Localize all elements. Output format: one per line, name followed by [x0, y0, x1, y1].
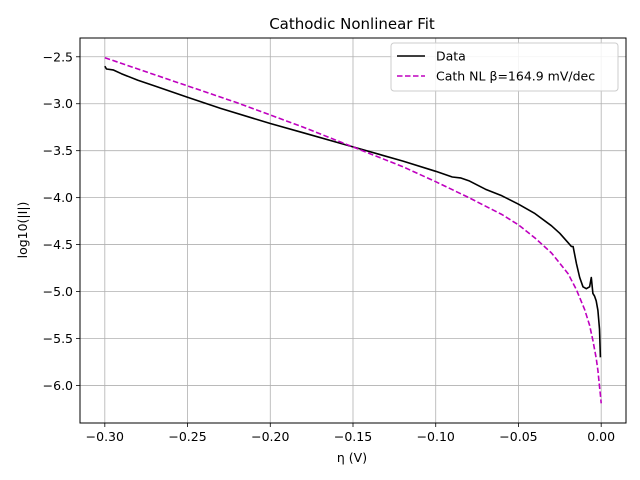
- x-tick-label: −0.10: [417, 429, 455, 444]
- chart-title: Cathodic Nonlinear Fit: [269, 15, 435, 33]
- series-line-fit: [104, 56, 602, 404]
- y-tick-label: −6.0: [43, 378, 73, 393]
- x-tick-label: −0.30: [86, 429, 124, 444]
- y-tick-label: −3.0: [43, 96, 73, 111]
- x-tick-label: 0.00: [587, 429, 615, 444]
- y-axis: −2.5 −3.0 −3.5 −4.0 −4.5 −5.0 −5.5 −6.0: [43, 49, 80, 393]
- legend-label: Cath NL β=164.9 mV/dec: [436, 69, 595, 84]
- y-axis-title: log10(|I|): [15, 202, 30, 259]
- y-tick-label: −5.5: [43, 331, 73, 346]
- grid: [80, 38, 626, 423]
- x-tick-label: −0.25: [168, 429, 206, 444]
- y-tick-label: −2.5: [43, 49, 73, 64]
- y-tick-label: −5.0: [43, 284, 73, 299]
- y-tick-label: −4.0: [43, 190, 73, 205]
- x-axis-title: η (V): [337, 450, 367, 465]
- series-line-data: [104, 65, 602, 358]
- x-tick-label: −0.20: [251, 429, 289, 444]
- y-tick-label: −3.5: [43, 143, 73, 158]
- series-group: [104, 56, 602, 404]
- legend-label: Data: [436, 49, 466, 64]
- x-tick-label: −0.15: [334, 429, 372, 444]
- y-tick-label: −4.5: [43, 237, 73, 252]
- x-axis: −0.30 −0.25 −0.20 −0.15 −0.10 −0.05 0.00: [86, 423, 615, 444]
- legend: Data Cath NL β=164.9 mV/dec: [390, 42, 619, 92]
- legend-box: [390, 42, 619, 92]
- x-tick-label: −0.05: [499, 429, 537, 444]
